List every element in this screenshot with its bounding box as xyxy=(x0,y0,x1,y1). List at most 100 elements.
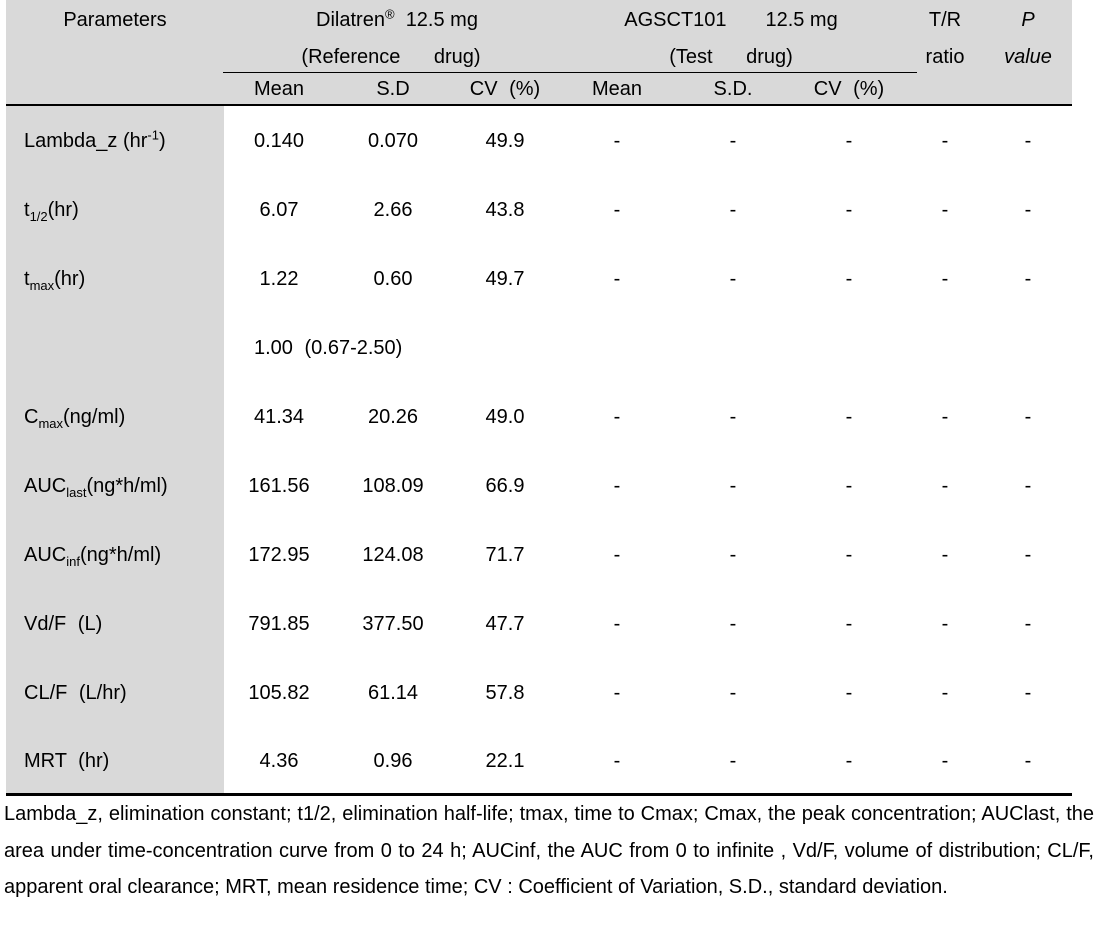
table-cell: 61.14 xyxy=(367,682,419,704)
test-name: AGSCT101 xyxy=(624,9,727,31)
table-cell: - xyxy=(613,475,621,497)
table-cell: - xyxy=(729,750,737,772)
table-cell: 22.1 xyxy=(485,750,525,772)
header-reference-drug: Dilatren® 12.5 mg xyxy=(316,6,478,32)
table-cell: 4.36 xyxy=(259,750,299,772)
table-cell: - xyxy=(729,475,737,497)
col-label-test-cv: CV (%) xyxy=(813,78,885,100)
header-p-line2: value xyxy=(1004,46,1052,68)
table-cell: - xyxy=(613,750,621,772)
parameter-column-shading xyxy=(6,106,224,794)
table-cell: - xyxy=(729,199,737,221)
table-cell: 1.22 xyxy=(259,268,299,290)
table-cell: 71.7 xyxy=(485,544,525,566)
table-cell: 43.8 xyxy=(485,199,525,221)
table-cell: - xyxy=(1024,750,1032,772)
table-cell: 20.26 xyxy=(367,406,419,428)
table-cell: - xyxy=(613,613,621,635)
table-cell: - xyxy=(845,406,853,428)
col-label-test-mean: Mean xyxy=(591,78,643,100)
table-cell: - xyxy=(1024,199,1032,221)
table-cell: - xyxy=(941,199,949,221)
table-cell: - xyxy=(845,199,853,221)
table-cell: 124.08 xyxy=(362,544,424,566)
table-cell: - xyxy=(729,268,737,290)
header-test-sub: (Test drug) xyxy=(669,46,793,68)
table-cell: 0.140 xyxy=(253,130,305,152)
table-cell: - xyxy=(941,750,949,772)
table-cell: - xyxy=(845,130,853,152)
table-cell: - xyxy=(1024,406,1032,428)
table-cell: - xyxy=(1024,682,1032,704)
table-cell: - xyxy=(729,406,737,428)
table-bottom-rule xyxy=(6,793,1072,796)
table-cell: 49.7 xyxy=(485,268,525,290)
param-tmax: tmax(hr) xyxy=(24,268,86,293)
header-bottom-rule xyxy=(6,104,1072,106)
registered-mark: ® xyxy=(384,6,395,22)
tmax-median-range: 1.00 (0.67-2.50) xyxy=(254,337,403,359)
table-cell: - xyxy=(613,682,621,704)
pk-parameters-table: Parameters Dilatren® 12.5 mg (Reference … xyxy=(6,0,1072,796)
table-cell: - xyxy=(941,544,949,566)
table-cell: 0.60 xyxy=(373,268,413,290)
header-test-drug: AGSCT101 12.5 mg xyxy=(624,8,837,32)
table-cell: 47.7 xyxy=(485,613,525,635)
table-cell: - xyxy=(845,475,853,497)
col-label-ref-mean: Mean xyxy=(253,78,305,100)
param-lambda-z: Lambda_z (hr-1) xyxy=(24,127,166,152)
table-cell: 161.56 xyxy=(248,475,310,497)
table-cell: - xyxy=(845,750,853,772)
header-tr-line1: T/R xyxy=(928,9,962,31)
header-shading xyxy=(6,0,1072,106)
table-cell: 108.09 xyxy=(362,475,424,497)
table-cell: - xyxy=(845,268,853,290)
table-cell: - xyxy=(941,406,949,428)
header-group-rule xyxy=(223,72,917,73)
table-cell: - xyxy=(1024,544,1032,566)
col-label-test-sd: S.D. xyxy=(713,78,753,100)
param-auc-inf: AUCinf(ng*h/ml) xyxy=(24,544,162,569)
table-cell: 0.070 xyxy=(367,130,419,152)
table-cell: - xyxy=(845,544,853,566)
table-cell: 105.82 xyxy=(248,682,310,704)
table-cell: - xyxy=(1024,475,1032,497)
header-reference-sub: (Reference drug) xyxy=(301,46,481,68)
table-cell: - xyxy=(1024,130,1032,152)
table-cell: - xyxy=(941,475,949,497)
table-cell: 0.96 xyxy=(373,750,413,772)
reference-dose: 12.5 mg xyxy=(405,9,478,31)
reference-name: Dilatren xyxy=(316,9,385,31)
table-cell: - xyxy=(729,544,737,566)
table-cell: - xyxy=(729,130,737,152)
table-cell: - xyxy=(613,406,621,428)
param-cl-f: CL/F (L/hr) xyxy=(24,682,127,704)
test-dose: 12.5 mg xyxy=(765,9,838,31)
header-p-line1: P xyxy=(1021,9,1035,31)
param-vd-f: Vd/F (L) xyxy=(24,613,103,635)
table-cell: - xyxy=(941,130,949,152)
table-cell: - xyxy=(613,130,621,152)
table-cell: - xyxy=(613,199,621,221)
table-cell: 791.85 xyxy=(248,613,310,635)
param-cmax: Cmax(ng/ml) xyxy=(24,406,126,431)
table-footnote: Lambda_z, elimination constant; t1/2, el… xyxy=(4,803,1094,898)
table-cell: - xyxy=(1024,268,1032,290)
table-cell: 2.66 xyxy=(373,199,413,221)
col-label-ref-sd: S.D xyxy=(376,78,410,100)
table-cell: - xyxy=(729,613,737,635)
table-cell: - xyxy=(941,682,949,704)
param-auc-last: AUClast(ng*h/ml) xyxy=(24,475,168,500)
table-cell: 377.50 xyxy=(362,613,424,635)
header-tr-line2: ratio xyxy=(925,46,965,68)
table-cell: - xyxy=(613,544,621,566)
param-t-half: t1/2(hr) xyxy=(24,199,79,224)
col-label-ref-cv: CV (%) xyxy=(469,78,541,100)
header-parameters: Parameters xyxy=(63,9,167,31)
table-cell: - xyxy=(845,613,853,635)
table-cell: - xyxy=(941,268,949,290)
table-cell: 6.07 xyxy=(259,199,299,221)
table-cell: - xyxy=(1024,613,1032,635)
table-cell: 49.9 xyxy=(485,130,525,152)
table-cell: 57.8 xyxy=(485,682,525,704)
